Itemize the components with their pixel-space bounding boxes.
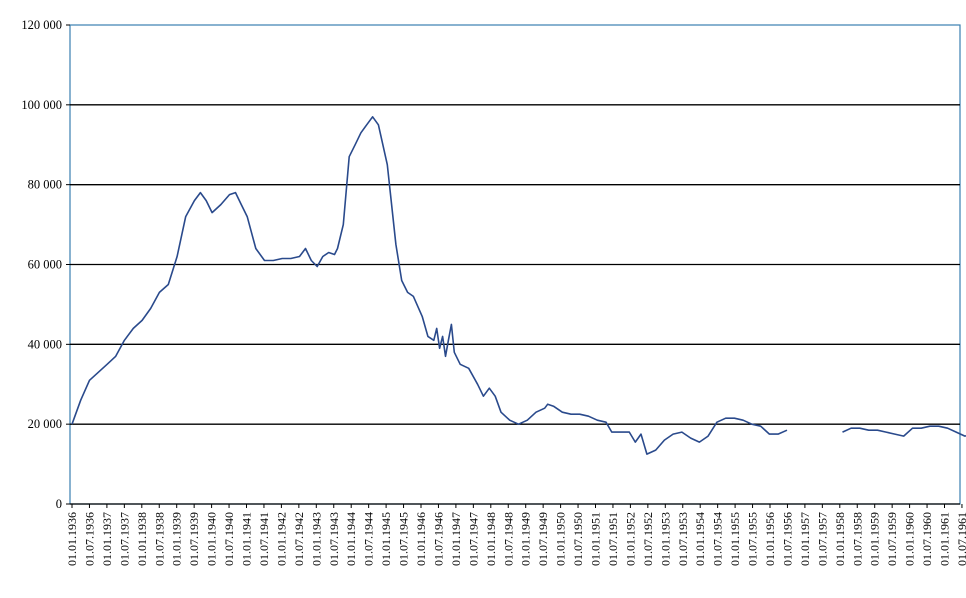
x-tick-label-40: 01.01.1956 <box>763 512 777 566</box>
x-tick-label-5: 01.07.1938 <box>152 512 166 566</box>
x-tick-label-31: 01.07.1951 <box>606 512 620 566</box>
y-tick-label-6: 120 000 <box>21 18 62 32</box>
gridlines <box>70 104 960 425</box>
x-tick-label-15: 01.07.1943 <box>327 512 341 566</box>
y-tick-label-3: 60 000 <box>28 258 62 272</box>
series-0-segment-1 <box>842 425 966 437</box>
x-tick-label-49: 01.07.1960 <box>920 512 934 566</box>
y-axis-tick-labels: 0 20 000 40 000 60 000 80 000 100 000 120 000 <box>21 18 70 511</box>
x-tick-label-19: 01.07.1945 <box>397 512 411 566</box>
x-tick-label-25: 01.07.1948 <box>501 512 515 566</box>
x-tick-label-46: 01.01.1959 <box>868 512 882 566</box>
x-tick-label-50: 01.01.1961 <box>938 512 952 566</box>
x-tick-label-4: 01.01.1938 <box>135 512 149 566</box>
x-tick-label-36: 01.01.1954 <box>693 512 707 566</box>
x-tick-label-21: 01.07.1946 <box>431 512 445 566</box>
x-tick-label-44: 01.01.1958 <box>833 512 847 566</box>
x-tick-label-47: 01.07.1959 <box>885 512 899 566</box>
x-tick-label-35: 01.07.1953 <box>676 512 690 566</box>
x-tick-label-41: 01.07.1956 <box>780 512 794 566</box>
y-tick-label-2: 40 000 <box>28 337 62 351</box>
x-tick-label-30: 01.01.1951 <box>589 512 603 566</box>
x-tick-label-11: 01.07.1941 <box>257 512 271 566</box>
x-tick-label-24: 01.01.1948 <box>484 512 498 566</box>
x-tick-label-7: 01.07.1939 <box>187 512 201 566</box>
x-tick-label-27: 01.07.1949 <box>536 512 550 566</box>
x-tick-label-34: 01.01.1953 <box>658 512 672 566</box>
x-tick-label-2: 01.01.1937 <box>100 512 114 566</box>
x-tick-label-1: 01.07.1936 <box>82 512 96 566</box>
x-tick-label-6: 01.01.1939 <box>170 512 184 566</box>
y-tick-label-4: 80 000 <box>28 178 62 192</box>
x-tick-label-23: 01.07.1947 <box>466 512 480 566</box>
x-tick-label-8: 01.01.1940 <box>205 512 219 566</box>
x-tick-label-48: 01.01.1960 <box>903 512 917 566</box>
x-tick-label-45: 01.07.1958 <box>850 512 864 566</box>
x-tick-label-12: 01.01.1942 <box>274 512 288 566</box>
x-tick-label-43: 01.07.1957 <box>815 512 829 566</box>
y-tick-label-1: 20 000 <box>28 417 62 431</box>
x-tick-label-42: 01.01.1957 <box>798 512 812 566</box>
x-tick-label-14: 01.01.1943 <box>309 512 323 566</box>
x-tick-label-39: 01.07.1955 <box>746 512 760 566</box>
x-tick-label-3: 01.07.1937 <box>117 512 131 566</box>
x-axis <box>70 503 963 508</box>
x-tick-label-0: 01.01.1936 <box>65 512 79 566</box>
x-tick-label-22: 01.01.1947 <box>449 512 463 566</box>
x-tick-label-26: 01.01.1949 <box>519 512 533 566</box>
x-tick-label-28: 01.01.1950 <box>554 512 568 566</box>
x-tick-label-29: 01.07.1950 <box>571 512 585 566</box>
x-tick-label-17: 01.07.1944 <box>362 512 376 566</box>
x-tick-label-38: 01.01.1955 <box>728 512 742 566</box>
x-tick-label-10: 01.01.1941 <box>240 512 254 566</box>
x-axis-tick-labels: 01.01.1936 01.07.1936 01.01.1937 01.07.1937… <box>65 512 966 566</box>
x-tick-label-13: 01.07.1942 <box>292 512 306 566</box>
series-0-segment-0 <box>71 116 788 455</box>
x-tick-label-37: 01.07.1954 <box>711 512 725 566</box>
y-tick-label-0: 0 <box>56 497 62 511</box>
x-tick-label-9: 01.07.1940 <box>222 512 236 566</box>
x-tick-label-16: 01.01.1944 <box>344 512 358 566</box>
x-tick-label-18: 01.01.1945 <box>379 512 393 566</box>
x-tick-label-33: 01.07.1952 <box>641 512 655 566</box>
x-tick-label-20: 01.01.1946 <box>414 512 428 566</box>
x-tick-label-32: 01.01.1952 <box>623 512 637 566</box>
x-tick-label-51: 01.07.1961 <box>955 512 966 566</box>
y-tick-label-5: 100 000 <box>21 98 62 112</box>
series-lines <box>71 116 966 455</box>
